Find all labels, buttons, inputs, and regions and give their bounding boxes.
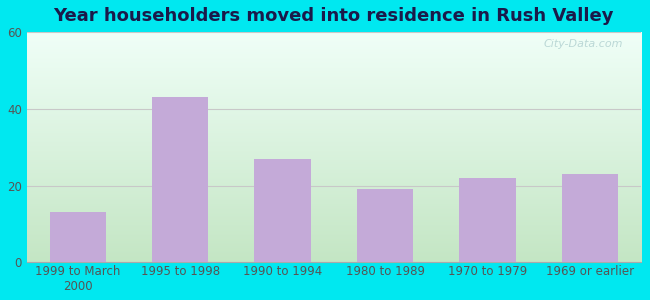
Bar xyxy=(357,189,413,262)
Title: Year householders moved into residence in Rush Valley: Year householders moved into residence i… xyxy=(53,7,614,25)
Bar xyxy=(460,178,515,262)
Bar xyxy=(152,97,209,262)
Bar xyxy=(49,212,106,262)
Bar xyxy=(562,174,618,262)
Text: City-Data.com: City-Data.com xyxy=(543,39,623,49)
Bar xyxy=(255,159,311,262)
